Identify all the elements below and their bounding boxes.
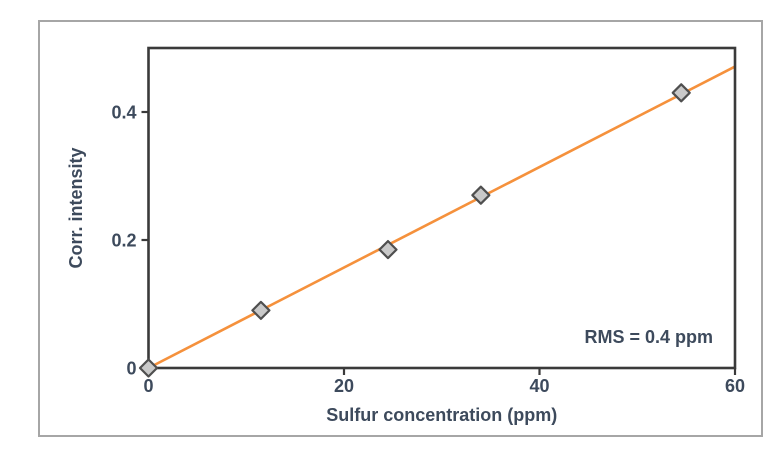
- plot-area-border: [147, 46, 737, 370]
- y-tick-label: 0.2: [111, 231, 136, 251]
- calibration-plot: 0 20 40 60 0 0.2 0.4 Sulfur concentration (ppm)…: [66, 46, 745, 425]
- rms-annotation: RMS = 0.4 ppm: [584, 327, 713, 347]
- y-axis-label: Corr. intensity: [66, 147, 86, 268]
- y-tick-label: 0.4: [111, 103, 136, 123]
- data-point-marker: [471, 185, 491, 205]
- x-axis-label: Sulfur concentration (ppm): [326, 405, 557, 425]
- data-point-marker: [378, 240, 398, 260]
- x-tick-label: 20: [334, 376, 354, 396]
- data-point-marker: [251, 300, 271, 320]
- data-point-marker: [671, 83, 691, 103]
- x-tick-label: 0: [143, 376, 153, 396]
- y-tick-label: 0: [126, 359, 136, 379]
- x-tick-label: 60: [725, 376, 745, 396]
- data-point-marker: [138, 358, 159, 378]
- x-tick-label: 40: [529, 376, 549, 396]
- fit-line: [147, 65, 736, 370]
- figure-frame: 0 20 40 60 0 0.2 0.4 Sulfur concentration (ppm)…: [38, 20, 763, 437]
